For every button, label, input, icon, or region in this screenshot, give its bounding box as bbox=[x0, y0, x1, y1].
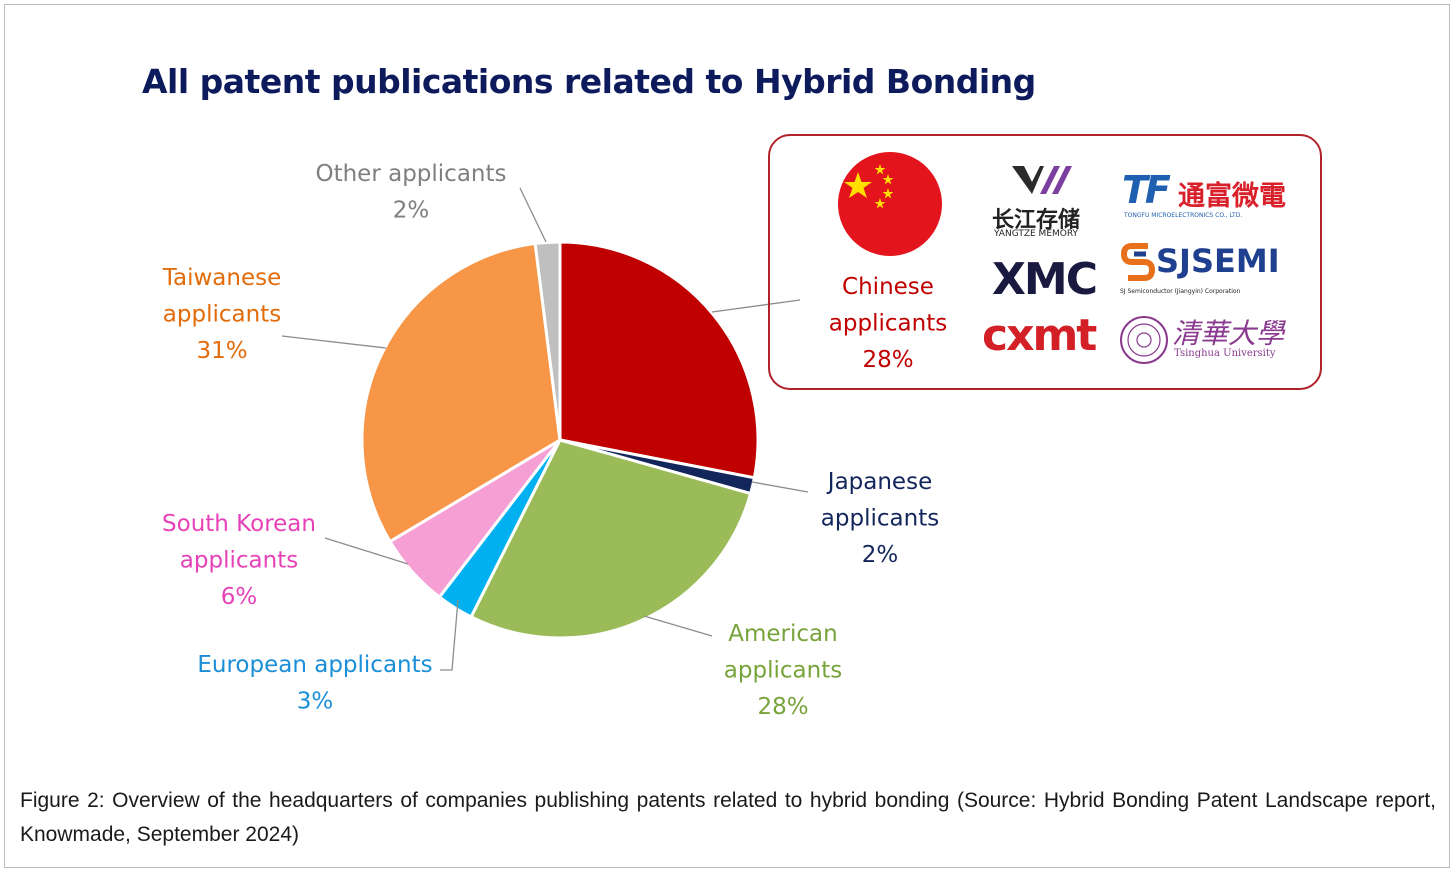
slice-label: Taiwanese applicants 31% bbox=[162, 265, 282, 364]
ymtc-chinese-text: 长江存储 bbox=[992, 208, 1081, 233]
leader-line bbox=[643, 615, 713, 637]
slice-label: South Korean applicants 6% bbox=[162, 511, 316, 610]
xmc-logo: XMC bbox=[992, 254, 1098, 305]
chart-title: All patent publications related to Hybri… bbox=[142, 62, 1036, 101]
slice-label: Chinese applicants 28% bbox=[829, 274, 947, 373]
slice-label: Other applicants 2% bbox=[315, 161, 506, 224]
ymtc-logo-icon bbox=[1012, 166, 1072, 194]
leader-line bbox=[711, 299, 801, 313]
tsinghua-seal-icon bbox=[1120, 316, 1168, 364]
tsinghua-english-text: Tsinghua University bbox=[1174, 348, 1276, 359]
cxmt-logo: cxmt bbox=[982, 310, 1097, 361]
leader-line bbox=[281, 335, 387, 349]
pie-slice bbox=[533, 240, 562, 441]
sjsemi-subtitle: SJ Semiconductor (Jiangyin) Corporation bbox=[1120, 288, 1241, 295]
slice-label: European applicants 3% bbox=[197, 652, 432, 715]
slice-label: Japanese applicants 2% bbox=[821, 469, 939, 568]
tsinghua-chinese-text: 清華大學 bbox=[1172, 317, 1285, 350]
tongfu-chinese-text: 通富微電 bbox=[1178, 181, 1286, 212]
chinese-applicants-callout: 长江存储 YANGTZE MEMORY TF 通富微電 TONGFU MICRO… bbox=[768, 134, 1322, 390]
leader-line bbox=[519, 187, 547, 243]
slice-label: American applicants 28% bbox=[724, 621, 842, 720]
sjsemi-logo-text: SJSEMI bbox=[1156, 242, 1280, 280]
pie-slice bbox=[469, 438, 753, 640]
leader-line bbox=[751, 481, 809, 493]
tongfu-english-text: TONGFU MICROELECTRONICS CO., LTD. bbox=[1124, 212, 1243, 219]
china-flag-icon bbox=[838, 152, 942, 256]
leader-line bbox=[324, 537, 409, 565]
sjsemi-logo-icon bbox=[1120, 243, 1156, 281]
tongfu-logo-mark: TF bbox=[1122, 168, 1171, 212]
leader-line bbox=[440, 599, 459, 671]
ymtc-english-text: YANGTZE MEMORY bbox=[994, 229, 1079, 239]
figure-caption: Figure 2: Overview of the headquarters o… bbox=[20, 789, 1436, 846]
pie-slice bbox=[360, 241, 562, 544]
pie-slice bbox=[558, 240, 760, 480]
